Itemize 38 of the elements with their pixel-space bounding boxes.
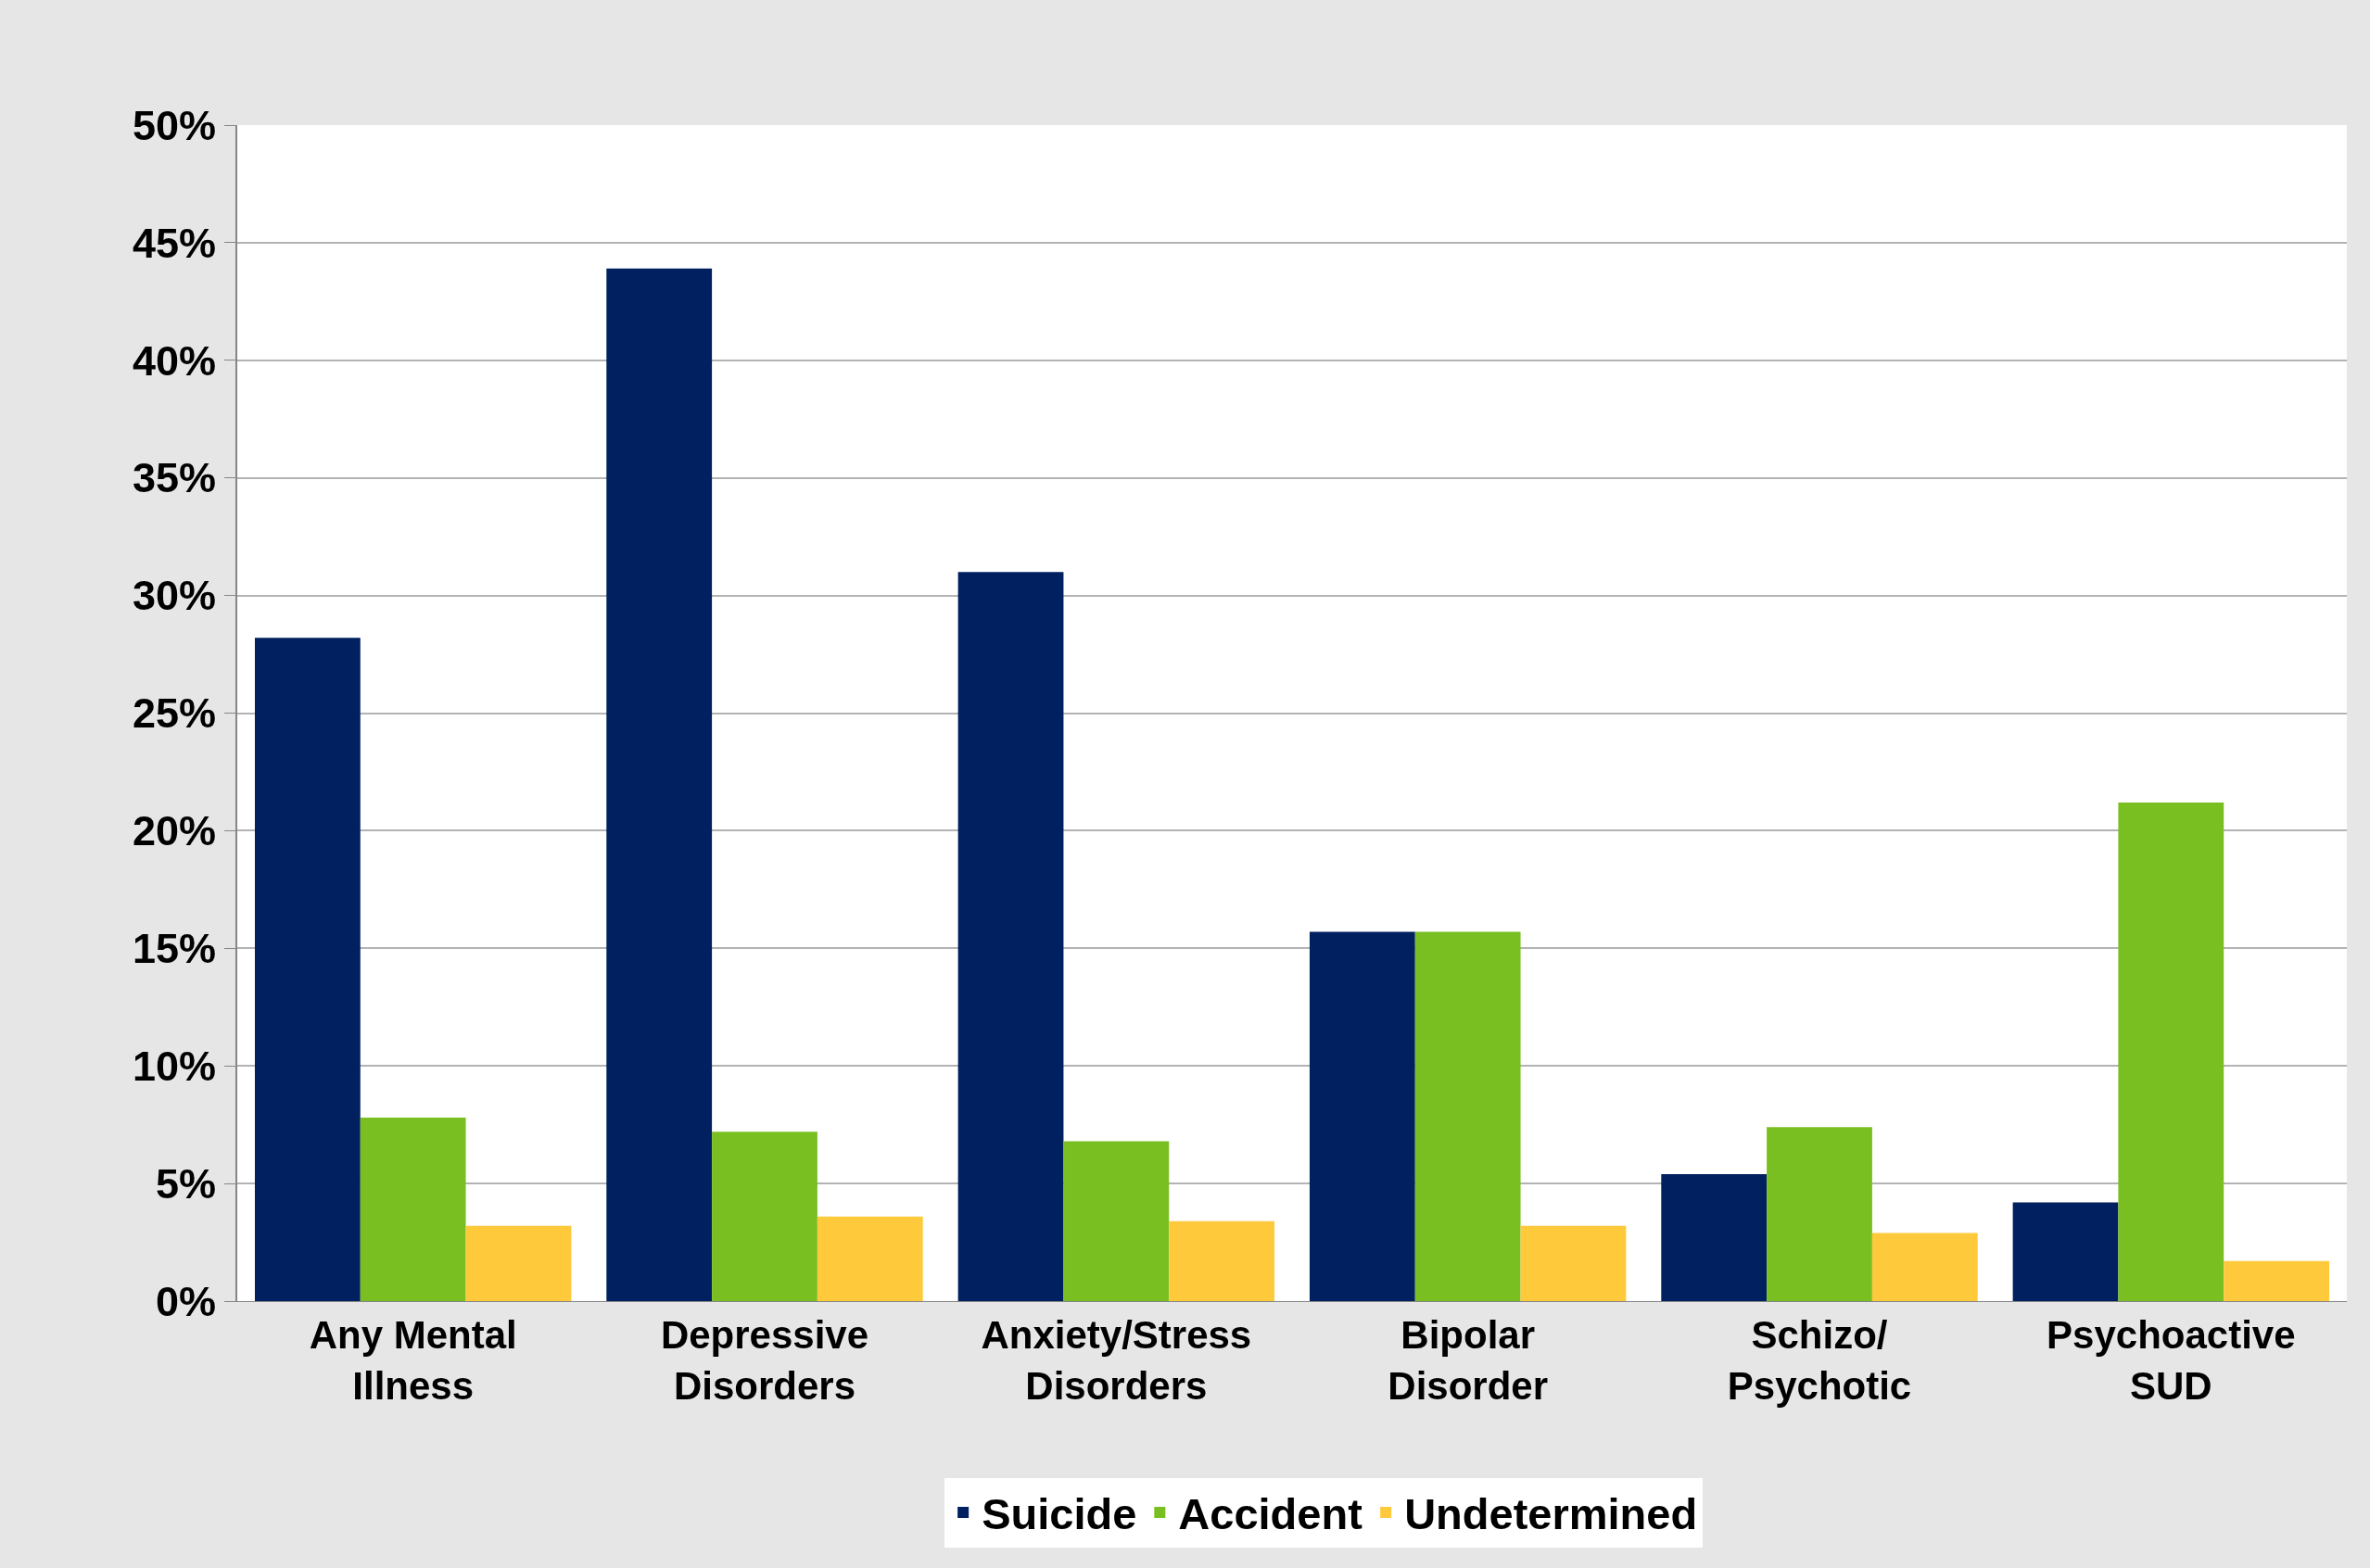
- bar: [360, 1118, 466, 1301]
- legend-label: Suicide: [982, 1489, 1137, 1539]
- y-tick-label: 5%: [155, 1159, 216, 1208]
- y-tick-label: 0%: [155, 1277, 216, 1325]
- bar: [1520, 1225, 1627, 1301]
- y-tick-label: 50%: [132, 101, 216, 149]
- y-tick-label: 40%: [132, 336, 216, 385]
- x-tick-label: Schizo/ Psychotic: [1727, 1313, 1912, 1408]
- y-tick-label: 25%: [132, 689, 216, 738]
- bar: [254, 638, 361, 1301]
- legend-label: Undetermined: [1404, 1489, 1698, 1539]
- y-tick-label: 20%: [132, 807, 216, 855]
- y-tick-label: 45%: [132, 219, 216, 267]
- bar: [957, 572, 1064, 1301]
- bar: [1063, 1141, 1170, 1301]
- x-tick-label: Bipolar Disorder: [1388, 1313, 1549, 1408]
- bar: [2118, 802, 2224, 1301]
- bar: [712, 1132, 817, 1301]
- bar: [465, 1225, 572, 1301]
- y-tick-label: 30%: [132, 572, 216, 620]
- bar: [817, 1216, 923, 1301]
- bar: [1169, 1220, 1275, 1301]
- bar: [1414, 931, 1521, 1301]
- legend-label: Accident: [1178, 1489, 1363, 1539]
- bar: [1661, 1173, 1768, 1301]
- y-tick-label: 15%: [132, 925, 216, 973]
- bar: [606, 268, 713, 1301]
- bar: [2012, 1202, 2119, 1301]
- bar: [1767, 1127, 1872, 1301]
- bar: [1871, 1233, 1978, 1301]
- x-tick-label: Depressive Disorders: [660, 1313, 869, 1408]
- x-tick-label: Any Mental Illness: [309, 1313, 517, 1408]
- bar: [2224, 1260, 2330, 1301]
- x-tick-label: Psychoactive SUD: [2047, 1313, 2296, 1408]
- bar: [1309, 931, 1415, 1301]
- x-tick-label: Anxiety/Stress Disorders: [981, 1313, 1252, 1408]
- y-tick-label: 35%: [132, 454, 216, 502]
- y-tick-label: 10%: [132, 1042, 216, 1090]
